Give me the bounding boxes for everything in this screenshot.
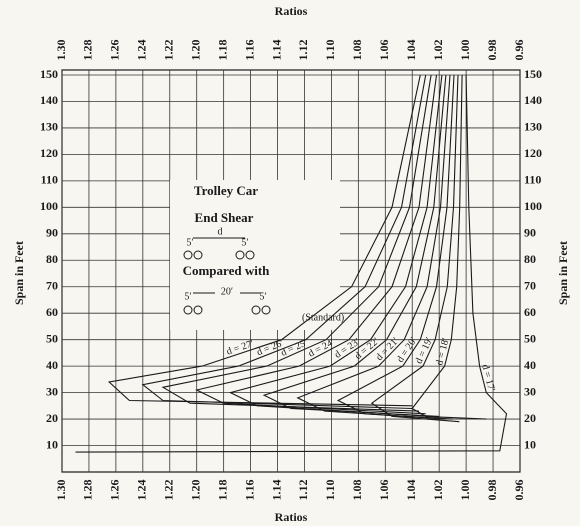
y-tick-label-right: 80 xyxy=(524,252,536,266)
y-tick-label-left: 70 xyxy=(46,278,58,292)
x-tick-label-top: 0.98 xyxy=(485,40,499,61)
annotation: 20′ xyxy=(221,286,233,297)
x-tick-label-bottom: 1.16 xyxy=(242,480,256,501)
y-tick-label-left: 50 xyxy=(46,331,58,345)
x-tick-label-bottom: 1.24 xyxy=(135,480,149,501)
y-tick-label-left: 30 xyxy=(46,384,58,398)
y-tick-label-right: 50 xyxy=(524,331,536,345)
annotation: (Standard) xyxy=(302,312,344,323)
x-tick-label-top: 1.10 xyxy=(323,40,337,61)
y-axis-title-left: Span in Feet xyxy=(12,241,26,305)
x-tick-label-bottom: 1.10 xyxy=(323,480,337,501)
curve xyxy=(107,74,421,407)
x-tick-label-top: 1.14 xyxy=(269,40,283,61)
annotation: Compared with xyxy=(183,263,271,278)
x-tick-label-top: 1.26 xyxy=(108,40,122,61)
x-tick-label-top: 1.20 xyxy=(188,40,202,61)
y-tick-label-right: 10 xyxy=(524,437,536,451)
y-tick-label-left: 90 xyxy=(46,226,58,240)
annotation-backdrop xyxy=(170,180,340,330)
x-tick-label-top: 0.96 xyxy=(512,40,526,61)
x-tick-label-top: 1.00 xyxy=(458,40,472,61)
x-tick-label-top: 1.06 xyxy=(377,40,391,61)
x-tick-label-top: 1.22 xyxy=(162,40,176,61)
x-tick-label-bottom: 0.96 xyxy=(512,480,526,501)
x-tick-label-bottom: 1.18 xyxy=(215,480,229,501)
curve xyxy=(161,74,432,412)
x-tick-label-bottom: 1.20 xyxy=(188,480,202,501)
x-tick-label-bottom: 1.00 xyxy=(458,480,472,501)
series-label: d = 18′ xyxy=(434,337,452,367)
annotation: 5′ xyxy=(241,237,248,248)
x-tick-label-top: 1.28 xyxy=(81,40,95,61)
y-tick-label-left: 60 xyxy=(46,305,58,319)
y-tick-label-right: 70 xyxy=(524,278,536,292)
y-tick-label-left: 80 xyxy=(46,252,58,266)
annotation: Trolley Car xyxy=(194,183,258,198)
curve xyxy=(411,74,487,420)
x-tick-label-top: 1.04 xyxy=(404,40,418,61)
x-tick-label-bottom: 1.04 xyxy=(404,480,418,501)
x-tick-label-top: 1.16 xyxy=(242,40,256,61)
x-axis-title-top: Ratios xyxy=(275,4,308,18)
annotation: 5′ xyxy=(259,291,266,302)
y-tick-label-left: 130 xyxy=(40,120,58,134)
series-label: d = 17′ xyxy=(479,363,497,393)
x-tick-label-bottom: 1.08 xyxy=(350,480,364,501)
x-tick-label-bottom: 1.06 xyxy=(377,480,391,501)
y-tick-label-left: 40 xyxy=(46,358,58,372)
curve xyxy=(195,74,438,415)
y-tick-label-right: 60 xyxy=(524,305,536,319)
truck-diagrams xyxy=(183,237,271,315)
series-label: d = 24′ xyxy=(307,337,337,360)
y-tick-label-right: 30 xyxy=(524,384,536,398)
y-tick-label-left: 10 xyxy=(46,437,58,451)
x-tick-label-top: 1.24 xyxy=(135,40,149,61)
y-tick-label-left: 110 xyxy=(41,173,58,187)
x-tick-label-bottom: 1.12 xyxy=(296,480,310,501)
annotation: End Shear xyxy=(195,210,254,225)
x-tick-label-bottom: 1.02 xyxy=(431,480,445,501)
x-tick-label-bottom: 1.26 xyxy=(108,480,122,501)
x-tick-label-bottom: 1.28 xyxy=(81,480,95,501)
x-tick-label-bottom: 1.14 xyxy=(269,480,283,501)
curve xyxy=(336,74,455,420)
y-tick-label-right: 120 xyxy=(524,146,542,160)
y-tick-label-right: 110 xyxy=(524,173,541,187)
y-tick-label-left: 20 xyxy=(46,411,58,425)
curve xyxy=(228,74,443,417)
curve xyxy=(296,74,451,420)
x-tick-label-bottom: 1.22 xyxy=(162,480,176,501)
annotation: 5′ xyxy=(186,237,193,248)
x-axis-title-bottom: Ratios xyxy=(275,510,308,524)
x-tick-label-top: 1.18 xyxy=(215,40,229,61)
curve xyxy=(370,74,460,423)
y-tick-label-left: 100 xyxy=(40,199,58,213)
y-tick-label-left: 140 xyxy=(40,93,58,107)
x-tick-label-top: 1.30 xyxy=(54,40,68,61)
y-tick-label-right: 40 xyxy=(524,358,536,372)
y-tick-label-left: 150 xyxy=(40,67,58,81)
x-tick-label-top: 1.12 xyxy=(296,40,310,61)
y-tick-label-right: 100 xyxy=(524,199,542,213)
curve xyxy=(262,74,447,417)
annotation: d xyxy=(218,226,223,237)
x-tick-label-top: 1.08 xyxy=(350,40,364,61)
y-axis-title-right: Span in Feet xyxy=(556,241,570,305)
y-tick-label-right: 150 xyxy=(524,67,542,81)
y-tick-label-right: 90 xyxy=(524,226,536,240)
y-tick-label-left: 120 xyxy=(40,146,58,160)
y-tick-label-right: 130 xyxy=(524,120,542,134)
x-tick-label-bottom: 1.30 xyxy=(54,480,68,501)
y-tick-label-right: 140 xyxy=(524,93,542,107)
curve xyxy=(141,74,427,410)
curve xyxy=(75,74,508,453)
annotation: 5′ xyxy=(184,291,191,302)
x-tick-label-bottom: 0.98 xyxy=(485,480,499,501)
y-tick-label-right: 20 xyxy=(524,411,536,425)
x-tick-label-top: 1.02 xyxy=(431,40,445,61)
